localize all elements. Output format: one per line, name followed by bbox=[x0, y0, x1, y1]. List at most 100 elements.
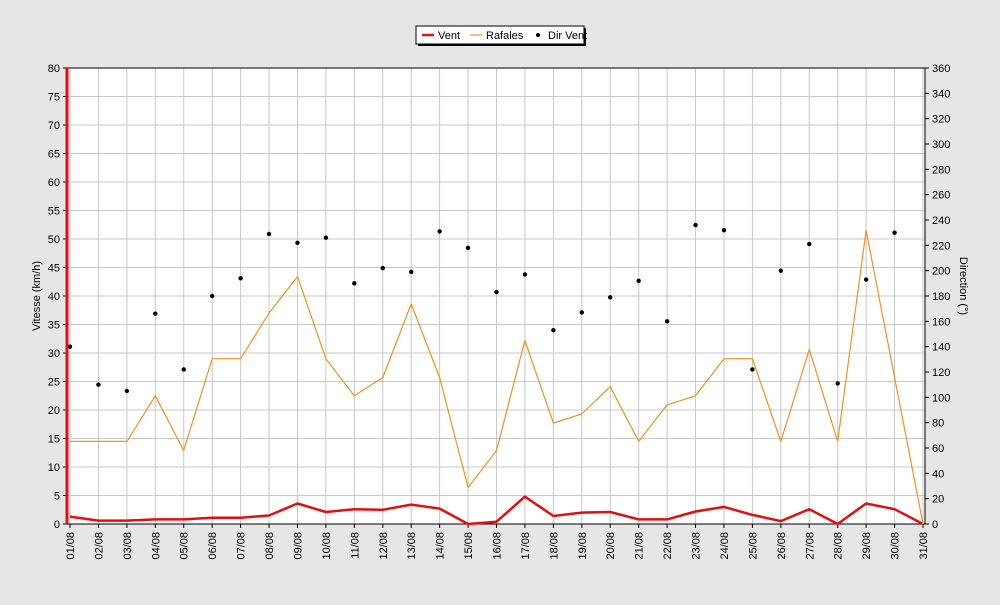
y-tick-label-right: 260 bbox=[932, 190, 950, 202]
y-tick-label-right: 120 bbox=[932, 367, 950, 379]
series-point-dir-vent bbox=[465, 245, 471, 251]
series-point-dir-vent bbox=[608, 295, 613, 300]
y-tick-label-left: 45 bbox=[48, 263, 60, 275]
y-tick-label-right: 360 bbox=[932, 63, 950, 75]
series-point-dir-vent bbox=[295, 240, 300, 245]
series bbox=[67, 222, 924, 526]
x-tick-label: 08/08 bbox=[264, 532, 276, 560]
series-point-dir-vent bbox=[153, 311, 158, 316]
y-tick-label-right: 320 bbox=[932, 114, 950, 126]
series-point-dir-vent bbox=[636, 278, 641, 283]
series-point-dir-vent bbox=[835, 381, 840, 386]
y-tick-label-right: 300 bbox=[932, 139, 950, 151]
y-tick-label-left: 25 bbox=[48, 377, 60, 389]
y-axis-title-right: Direction (°) bbox=[957, 257, 969, 315]
x-tick-label: 15/08 bbox=[463, 532, 475, 560]
x-tick-label: 24/08 bbox=[719, 532, 731, 560]
x-tick-label: 09/08 bbox=[292, 532, 304, 560]
y-tick-label-left: 70 bbox=[48, 120, 60, 132]
y-tick-label-left: 65 bbox=[48, 149, 60, 161]
x-tick-label: 01/08 bbox=[65, 532, 77, 560]
x-tick-label: 21/08 bbox=[634, 532, 646, 560]
x-tick-label: 14/08 bbox=[435, 532, 447, 560]
series-point-dir-vent bbox=[437, 229, 442, 234]
series-point-dir-vent bbox=[209, 293, 215, 299]
x-tick-label: 17/08 bbox=[520, 532, 532, 560]
x-tick-label: 22/08 bbox=[662, 532, 674, 560]
series-point-dir-vent bbox=[238, 276, 243, 281]
series-point-dir-vent bbox=[181, 367, 186, 372]
x-tick-label: 31/08 bbox=[918, 532, 930, 560]
series-point-dir-vent bbox=[693, 222, 698, 228]
y-tick-label-left: 55 bbox=[48, 206, 60, 218]
y-tick-label-left: 80 bbox=[48, 63, 60, 75]
y-tick-label-left: 35 bbox=[48, 320, 60, 332]
y-tick-label-right: 40 bbox=[932, 468, 944, 480]
x-tick-label: 29/08 bbox=[861, 532, 873, 560]
series-point-dir-vent bbox=[522, 272, 528, 277]
x-tick-label: 23/08 bbox=[691, 532, 703, 560]
y-tick-label-left: 75 bbox=[48, 92, 60, 104]
x-tick-label: 26/08 bbox=[776, 532, 788, 560]
series-point-dir-vent bbox=[892, 230, 897, 235]
x-tick-label: 07/08 bbox=[236, 532, 248, 560]
y-tick-label-right: 80 bbox=[932, 418, 944, 430]
x-tick-label: 18/08 bbox=[548, 532, 560, 560]
series-line-rafales bbox=[70, 229, 924, 525]
y-tick-label-right: 240 bbox=[932, 215, 950, 227]
x-tick-label: 02/08 bbox=[93, 532, 105, 560]
legend-label: Dir Vent bbox=[548, 30, 587, 42]
x-tick-label: 10/08 bbox=[321, 532, 333, 560]
y-tick-label-right: 140 bbox=[932, 342, 950, 354]
y-tick-label-right: 20 bbox=[932, 494, 944, 506]
x-tick-label: 03/08 bbox=[122, 532, 134, 560]
series-point-dir-vent bbox=[750, 367, 755, 372]
y-tick-label-left: 20 bbox=[48, 405, 60, 417]
y-tick-label-right: 280 bbox=[932, 164, 950, 176]
y-tick-label-right: 340 bbox=[932, 88, 950, 100]
x-tick-label: 19/08 bbox=[577, 532, 589, 560]
y-tick-label-right: 220 bbox=[932, 240, 950, 252]
x-tick-label: 16/08 bbox=[492, 532, 504, 560]
legend-swatch bbox=[536, 33, 540, 37]
series-point-dir-vent bbox=[551, 328, 556, 333]
series-point-dir-vent bbox=[863, 277, 869, 282]
y-tick-label-left: 30 bbox=[48, 348, 60, 360]
series-point-dir-vent bbox=[579, 310, 584, 315]
y-tick-label-left: 50 bbox=[48, 234, 60, 246]
x-tick-label: 30/08 bbox=[890, 532, 902, 560]
y-tick-label-left: 0 bbox=[54, 519, 60, 531]
axes: 0 5 10 15 20 25 30 35 40 45 50 55 60 65 70 75 80 0 20 40 60 8… bbox=[31, 63, 969, 560]
x-tick-label: 25/08 bbox=[747, 532, 759, 560]
y-tick-label-right: 100 bbox=[932, 392, 950, 404]
series-point-dir-vent bbox=[380, 265, 385, 271]
x-tick-label: 28/08 bbox=[833, 532, 845, 560]
x-tick-label: 13/08 bbox=[406, 532, 418, 560]
y-tick-label-right: 160 bbox=[932, 316, 950, 328]
series-point-dir-vent bbox=[807, 241, 812, 247]
y-tick-label-left: 60 bbox=[48, 177, 60, 189]
series-point-dir-vent bbox=[67, 344, 73, 349]
legend: Vent Rafales Dir Vent bbox=[415, 25, 587, 46]
x-tick-label: 20/08 bbox=[605, 532, 617, 560]
x-tick-label: 06/08 bbox=[207, 532, 219, 560]
series-point-dir-vent bbox=[323, 235, 329, 240]
legend-label: Vent bbox=[438, 30, 460, 42]
x-tick-label: 05/08 bbox=[179, 532, 191, 560]
y-tick-label-right: 0 bbox=[932, 519, 938, 531]
series-line-vent bbox=[69, 495, 924, 526]
series-point-dir-vent bbox=[409, 269, 414, 275]
series-point-dir-vent bbox=[721, 227, 727, 233]
legend-box bbox=[415, 25, 585, 45]
y-tick-label-right: 180 bbox=[932, 291, 950, 303]
y-tick-label-left: 40 bbox=[48, 291, 60, 303]
y-tick-label-left: 5 bbox=[54, 491, 60, 503]
y-tick-label-right: 200 bbox=[932, 266, 950, 278]
x-tick-label: 04/08 bbox=[150, 532, 162, 560]
y-tick-label-right: 60 bbox=[932, 443, 944, 455]
series-point-dir-vent bbox=[778, 268, 784, 273]
series-point-dir-vent bbox=[96, 382, 101, 387]
legend-label: Rafales bbox=[486, 30, 524, 42]
